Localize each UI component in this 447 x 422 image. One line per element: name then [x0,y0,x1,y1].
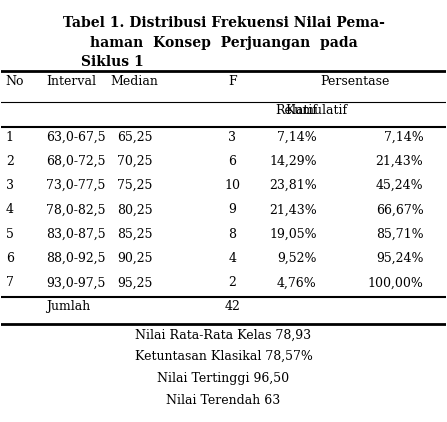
Text: Nilai Rata-Rata Kelas 78,93: Nilai Rata-Rata Kelas 78,93 [135,328,312,341]
Text: 42: 42 [224,300,240,313]
Text: 21,43%: 21,43% [375,155,423,168]
Text: 8: 8 [228,228,236,241]
Text: Relatif: Relatif [275,104,317,117]
Text: 3: 3 [6,179,14,192]
Text: Median: Median [111,75,159,88]
Text: 66,67%: 66,67% [375,203,423,216]
Text: 63,0-67,5: 63,0-67,5 [46,130,105,143]
Text: Nilai Tertinggi 96,50: Nilai Tertinggi 96,50 [157,372,290,385]
Text: F: F [228,75,237,88]
Text: 9: 9 [228,203,236,216]
Text: 2: 2 [228,276,236,289]
Text: haman  Konsep  Perjuangan  pada: haman Konsep Perjuangan pada [90,36,357,50]
Text: 85,25: 85,25 [117,228,152,241]
Text: Tabel 1. Distribusi Frekuensi Nilai Pema-: Tabel 1. Distribusi Frekuensi Nilai Pema… [63,16,384,30]
Text: 83,0-87,5: 83,0-87,5 [46,228,105,241]
Text: 10: 10 [224,179,240,192]
Text: Ketuntasan Klasikal 78,57%: Ketuntasan Klasikal 78,57% [135,350,312,363]
Text: 9,52%: 9,52% [277,252,317,265]
Text: 45,24%: 45,24% [376,179,423,192]
Text: 73,0-77,5: 73,0-77,5 [46,179,105,192]
Text: 7,14%: 7,14% [277,130,317,143]
Text: 19,05%: 19,05% [269,228,317,241]
Text: 78,0-82,5: 78,0-82,5 [46,203,105,216]
Text: Siklus 1: Siklus 1 [81,55,144,69]
Text: 23,81%: 23,81% [269,179,317,192]
Text: 21,43%: 21,43% [269,203,317,216]
Text: 4,76%: 4,76% [277,276,317,289]
Text: Kumulatif: Kumulatif [286,104,348,117]
Text: 14,29%: 14,29% [269,155,317,168]
Text: 70,25: 70,25 [117,155,152,168]
Text: 95,24%: 95,24% [376,252,423,265]
Text: 4: 4 [228,252,236,265]
Text: Persentase: Persentase [320,75,389,88]
Text: 7,14%: 7,14% [384,130,423,143]
Text: 6: 6 [228,155,236,168]
Text: 85,71%: 85,71% [376,228,423,241]
Text: 80,25: 80,25 [117,203,152,216]
Text: 5: 5 [6,228,14,241]
Text: 1: 1 [6,130,14,143]
Text: Jumlah: Jumlah [46,300,90,313]
Text: Nilai Terendah 63: Nilai Terendah 63 [166,394,281,407]
Text: 3: 3 [228,130,236,143]
Text: 4: 4 [6,203,14,216]
Text: No: No [6,75,24,88]
Text: 93,0-97,5: 93,0-97,5 [46,276,105,289]
Text: Interval: Interval [46,75,96,88]
Text: 7: 7 [6,276,14,289]
Text: 6: 6 [6,252,14,265]
Text: 90,25: 90,25 [117,252,152,265]
Text: 65,25: 65,25 [117,130,152,143]
Text: 75,25: 75,25 [117,179,152,192]
Text: 100,00%: 100,00% [367,276,423,289]
Text: 68,0-72,5: 68,0-72,5 [46,155,105,168]
Text: 2: 2 [6,155,14,168]
Text: 95,25: 95,25 [117,276,152,289]
Text: 88,0-92,5: 88,0-92,5 [46,252,105,265]
